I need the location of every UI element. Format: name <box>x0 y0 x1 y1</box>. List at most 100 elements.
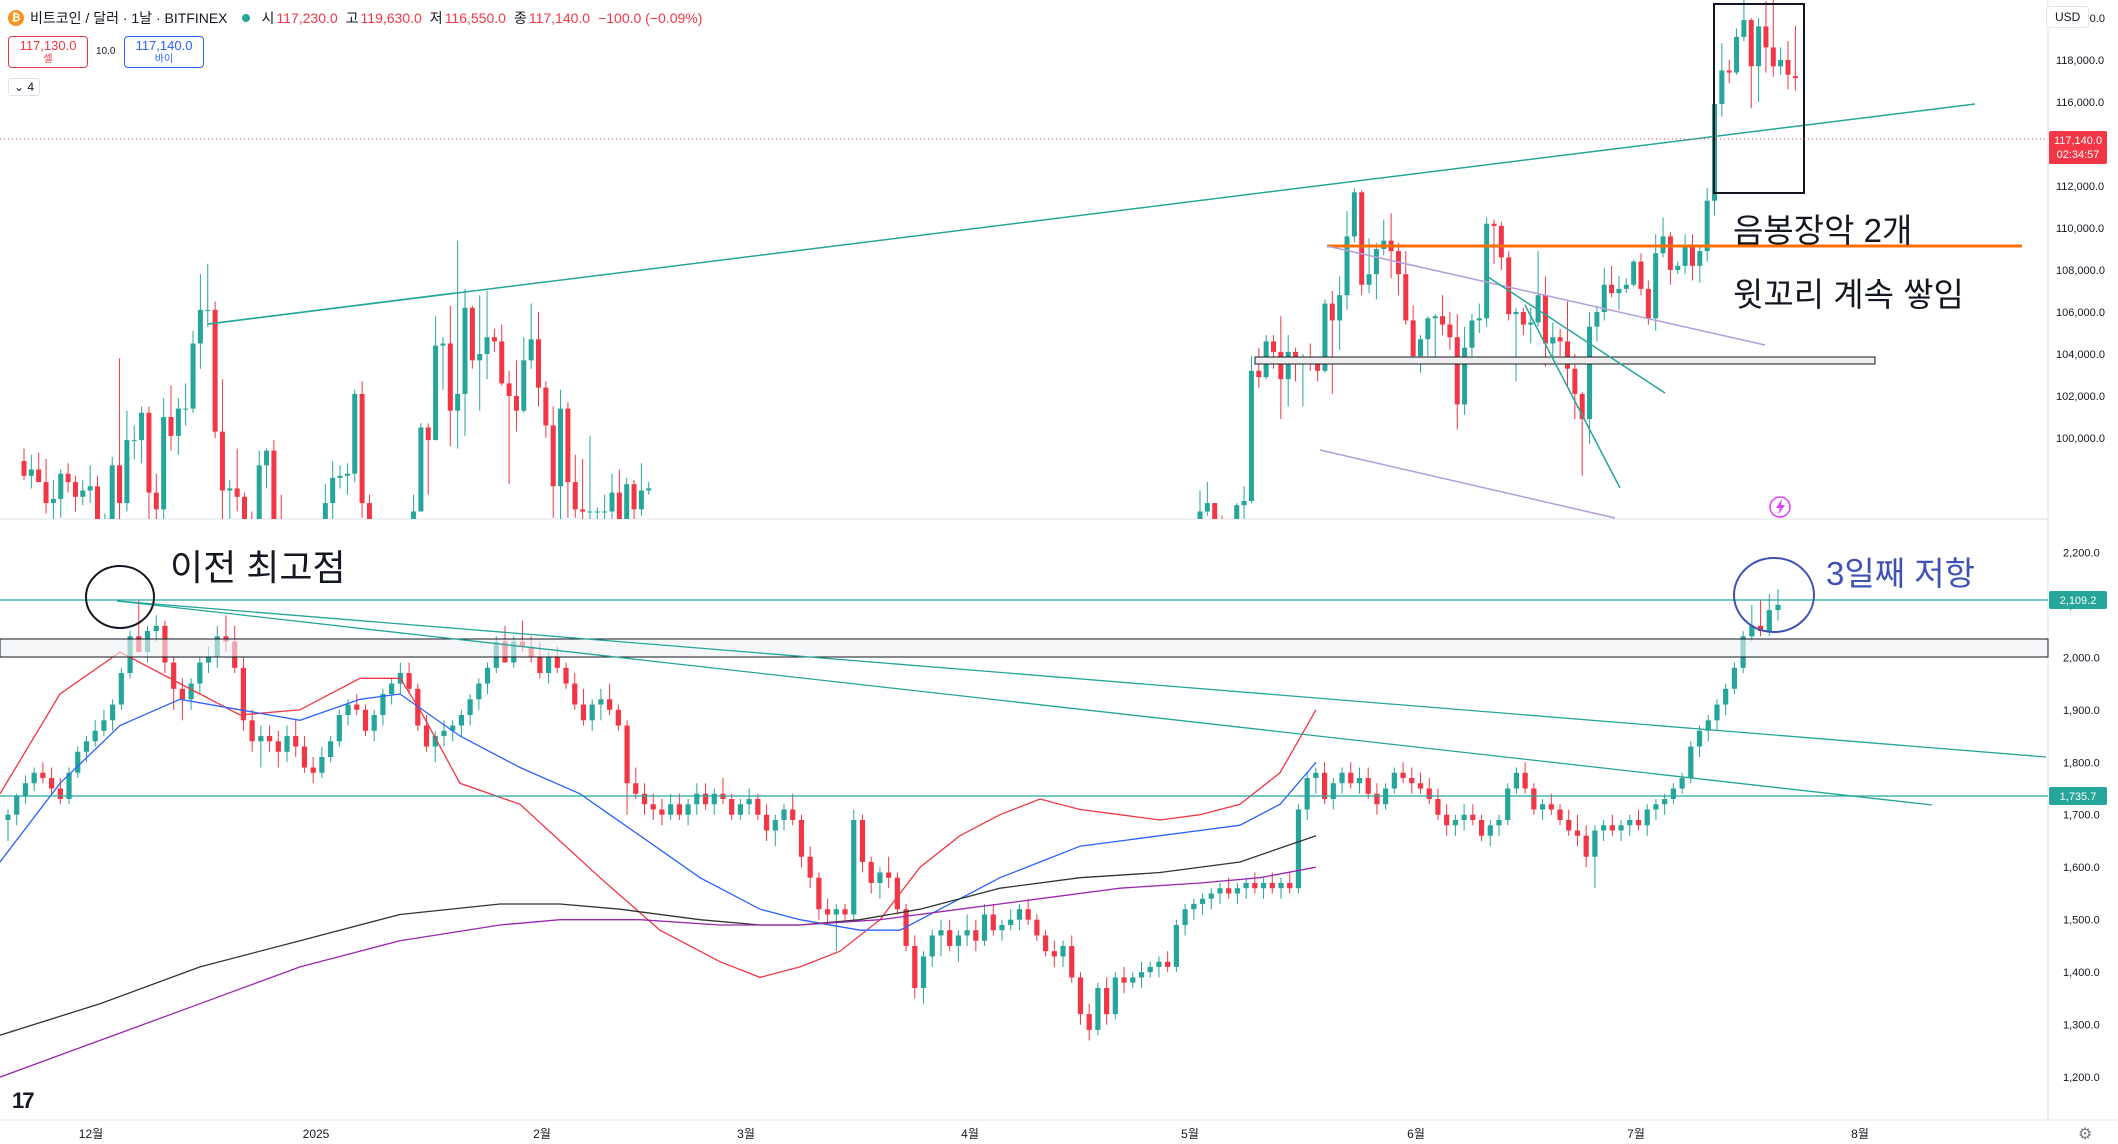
candle-body <box>212 309 218 432</box>
candle-body <box>1208 893 1214 899</box>
candle-body <box>477 354 483 361</box>
candle-body <box>183 408 189 410</box>
open-label: 시 <box>261 10 275 26</box>
candle-body <box>433 345 439 441</box>
close-value: 117,140.0 <box>528 10 591 26</box>
candle-body <box>1667 236 1673 270</box>
currency-selector[interactable]: USD <box>2046 6 2090 28</box>
candle-body <box>139 412 145 441</box>
change-value: −100.0 (−0.09%) <box>598 10 703 26</box>
long-trendline <box>207 103 1976 325</box>
candle-body <box>1618 825 1624 831</box>
candle-body <box>359 393 365 504</box>
countdown-text: 02:34:57 <box>2057 149 2100 161</box>
lower-axis[interactable]: 1,200.0 1,300.0 1,400.0 1,500.0 1,600.0 1,700… <box>2063 547 2100 1084</box>
price-tick-label: 112,000.0 <box>2056 181 2104 193</box>
candle-body <box>301 746 308 768</box>
candle-body <box>1644 809 1650 826</box>
candle-body <box>242 496 247 519</box>
candle-body <box>476 683 482 700</box>
open-value: 117,230.0 <box>276 10 338 26</box>
candle-body <box>58 473 64 499</box>
candle-body <box>1146 566 1151 570</box>
buy-button[interactable]: 117,140.0 바이 <box>124 36 204 68</box>
candle-body <box>1469 320 1475 348</box>
sell-price: 117,130.0 <box>19 38 77 53</box>
price-tick-label: 106,000.0 <box>2056 307 2105 319</box>
lower-tick-label: 1,500.0 <box>2063 915 2100 927</box>
candle-body <box>1531 788 1537 810</box>
candle-body <box>1587 326 1593 420</box>
candle-body <box>746 799 752 805</box>
candle-body <box>65 473 71 483</box>
descending-line-2 <box>116 600 2047 758</box>
candle-body <box>641 793 648 805</box>
candle-body <box>1748 20 1754 67</box>
candle-body <box>66 772 72 800</box>
sell-button[interactable]: 117,130.0 셀 <box>8 36 88 68</box>
lightning-icon[interactable] <box>1769 496 1791 518</box>
candle-body <box>21 461 27 476</box>
candle-body <box>197 309 203 344</box>
candle-body <box>1770 47 1776 67</box>
candle-body <box>219 431 225 491</box>
candle-body <box>981 914 988 941</box>
candle-body <box>1623 284 1629 289</box>
candle-body <box>362 709 369 731</box>
gear-icon[interactable]: ⚙ <box>2078 1126 2093 1143</box>
candle-body <box>1217 888 1223 894</box>
candle-body <box>1763 26 1769 48</box>
annotation-engulfing: 음봉장악 2개 <box>1733 212 1912 249</box>
price-axis[interactable]: 100,000.0 102,000.0 104,000.0 106,000.0 108,… <box>2056 0 2105 445</box>
last-price-badge <box>2049 131 2107 164</box>
candle-body <box>1688 746 1694 779</box>
candle-body <box>256 465 262 519</box>
candle-body <box>729 799 735 815</box>
candle-body <box>1447 324 1453 338</box>
left-rise-line <box>207 292 456 325</box>
candle-body <box>1256 370 1262 378</box>
candle-body <box>1476 318 1482 321</box>
candle-body <box>859 819 866 862</box>
level-badge-lower <box>2049 787 2107 805</box>
lower-tick-label: 2,200.0 <box>2063 547 2100 559</box>
candle-body <box>580 509 586 512</box>
candle-body <box>1359 192 1365 285</box>
tradingview-logo-icon[interactable]: 17 <box>12 1088 35 1113</box>
candle-body <box>536 339 541 388</box>
indicators-toggle[interactable]: ⌄ 4 <box>8 78 41 96</box>
candle-body <box>1409 778 1415 784</box>
candle-body <box>1252 882 1258 889</box>
candle-body <box>912 945 918 988</box>
candle-body <box>354 704 360 710</box>
time-axis[interactable]: 12월 2025 2월 3월 4월 5월 6월 7월 8월 <box>79 1127 1869 1141</box>
candle-body <box>1696 730 1703 747</box>
candle-body <box>920 956 927 988</box>
candle-body <box>1226 888 1232 894</box>
candle-body <box>1197 511 1203 519</box>
candle-body <box>374 541 379 596</box>
candle-body <box>1199 898 1206 904</box>
candle-body <box>955 935 961 946</box>
time-tick-label: 2025 <box>303 1127 330 1141</box>
candle-body <box>1726 70 1732 73</box>
annotation-resistance: 3일째 저항 <box>1826 555 1975 592</box>
candle-body <box>1454 337 1460 405</box>
candle-body <box>521 360 527 411</box>
candle-body <box>1183 545 1188 558</box>
candle-body <box>310 767 316 773</box>
candle-body <box>118 673 124 705</box>
candle-body <box>572 683 578 705</box>
candle-body <box>418 427 424 512</box>
candle-body <box>1487 825 1493 836</box>
candle-body <box>484 667 491 684</box>
symbol-title[interactable]: 비트코인 / 달러 · 1날 · BITFINEX <box>30 10 228 26</box>
candle-body <box>249 539 254 545</box>
candle-body <box>1719 70 1725 105</box>
lower-tick-label: 1,900.0 <box>2063 705 2100 717</box>
candle-body <box>322 503 328 519</box>
candle-body <box>1440 316 1446 325</box>
candle-body <box>506 383 512 396</box>
price-tick-label: 116,000.0 <box>2056 97 2104 109</box>
